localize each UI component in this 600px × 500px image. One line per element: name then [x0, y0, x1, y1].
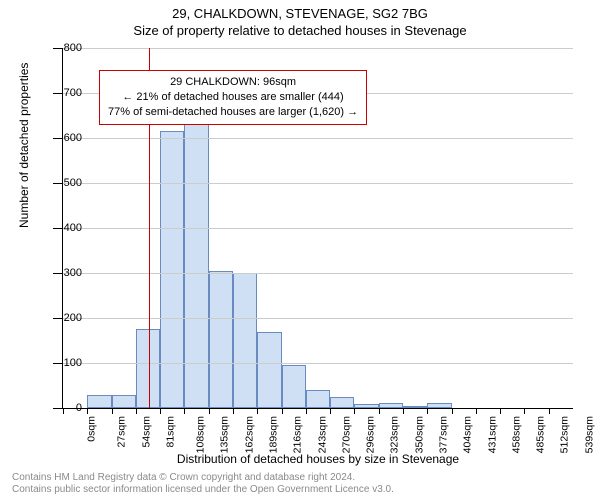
- x-tick-label: 539sqm: [583, 416, 595, 453]
- y-tick-label: 100: [46, 357, 82, 369]
- x-tick-label: 135sqm: [219, 416, 231, 453]
- x-tick: [209, 408, 210, 414]
- y-tick-label: 800: [46, 42, 82, 54]
- histogram-bar: [403, 406, 427, 408]
- x-tick: [500, 408, 501, 414]
- x-tick-label: 0sqm: [86, 416, 98, 442]
- y-tick-label: 600: [46, 132, 82, 144]
- x-tick: [427, 408, 428, 414]
- histogram-bar: [233, 273, 257, 408]
- x-tick-label: 189sqm: [267, 416, 279, 453]
- histogram-bar: [209, 271, 233, 408]
- x-tick-label: 404sqm: [462, 416, 474, 453]
- gridline: [63, 363, 573, 364]
- x-tick: [160, 408, 161, 414]
- x-tick: [524, 408, 525, 414]
- x-tick: [379, 408, 380, 414]
- x-tick-label: 243sqm: [316, 416, 328, 453]
- x-tick-label: 270sqm: [340, 416, 352, 453]
- y-tick-label: 0: [46, 402, 82, 414]
- y-tick-label: 400: [46, 222, 82, 234]
- x-tick: [354, 408, 355, 414]
- x-tick-label: 458sqm: [510, 416, 522, 453]
- histogram-bar: [160, 131, 184, 408]
- x-tick-label: 54sqm: [140, 416, 152, 448]
- address-title: 29, CHALKDOWN, STEVENAGE, SG2 7BG: [0, 6, 600, 23]
- x-tick: [452, 408, 453, 414]
- x-tick: [136, 408, 137, 414]
- x-tick-label: 512sqm: [559, 416, 571, 453]
- gridline: [63, 183, 573, 184]
- footer-line1: Contains HM Land Registry data © Crown c…: [12, 472, 394, 484]
- gridline: [63, 273, 573, 274]
- x-tick-label: 377sqm: [437, 416, 449, 453]
- plot-area: Number of detached properties Distributi…: [62, 48, 573, 409]
- gridline: [63, 318, 573, 319]
- x-axis-label: Distribution of detached houses by size …: [63, 452, 573, 466]
- histogram-bar: [379, 403, 403, 408]
- histogram-bar: [427, 403, 451, 408]
- x-tick-label: 431sqm: [486, 416, 498, 453]
- histogram-bar: [354, 404, 378, 409]
- histogram-bar: [330, 397, 354, 408]
- histogram-bar: [282, 365, 306, 408]
- x-tick: [282, 408, 283, 414]
- chart-container: 29, CHALKDOWN, STEVENAGE, SG2 7BG Size o…: [0, 0, 600, 500]
- histogram-bar: [87, 395, 111, 408]
- x-tick: [549, 408, 550, 414]
- y-tick-label: 500: [46, 177, 82, 189]
- info-line3: 77% of semi-detached houses are larger (…: [108, 105, 358, 120]
- footer-line2: Contains public sector information licen…: [12, 484, 394, 496]
- x-tick-label: 108sqm: [195, 416, 207, 453]
- x-tick-label: 323sqm: [389, 416, 401, 453]
- x-tick-label: 81sqm: [164, 416, 176, 448]
- footer: Contains HM Land Registry data © Crown c…: [12, 472, 394, 496]
- y-tick-label: 700: [46, 87, 82, 99]
- x-tick: [306, 408, 307, 414]
- x-tick: [112, 408, 113, 414]
- histogram-bar: [257, 332, 281, 409]
- x-tick-label: 485sqm: [535, 416, 547, 453]
- x-tick-label: 350sqm: [413, 416, 425, 453]
- x-tick: [184, 408, 185, 414]
- info-box: 29 CHALKDOWN: 96sqm ← 21% of detached ho…: [99, 70, 367, 125]
- y-axis-label: Number of detached properties: [17, 63, 31, 228]
- x-tick: [476, 408, 477, 414]
- y-tick-label: 300: [46, 267, 82, 279]
- x-tick: [257, 408, 258, 414]
- x-tick: [330, 408, 331, 414]
- histogram-bar: [136, 329, 160, 408]
- x-tick: [403, 408, 404, 414]
- x-tick-label: 27sqm: [116, 416, 128, 448]
- gridline: [63, 228, 573, 229]
- x-tick-label: 162sqm: [243, 416, 255, 453]
- x-tick-label: 296sqm: [365, 416, 377, 453]
- subtitle: Size of property relative to detached ho…: [0, 23, 600, 40]
- x-tick: [233, 408, 234, 414]
- x-tick: [87, 408, 88, 414]
- info-line2: ← 21% of detached houses are smaller (44…: [108, 90, 358, 105]
- x-tick-label: 216sqm: [292, 416, 304, 453]
- histogram-bar: [112, 395, 136, 408]
- y-tick-label: 200: [46, 312, 82, 324]
- gridline: [63, 48, 573, 49]
- histogram-bar: [306, 390, 330, 408]
- info-line1: 29 CHALKDOWN: 96sqm: [108, 75, 358, 90]
- gridline: [63, 138, 573, 139]
- title-block: 29, CHALKDOWN, STEVENAGE, SG2 7BG Size o…: [0, 0, 600, 40]
